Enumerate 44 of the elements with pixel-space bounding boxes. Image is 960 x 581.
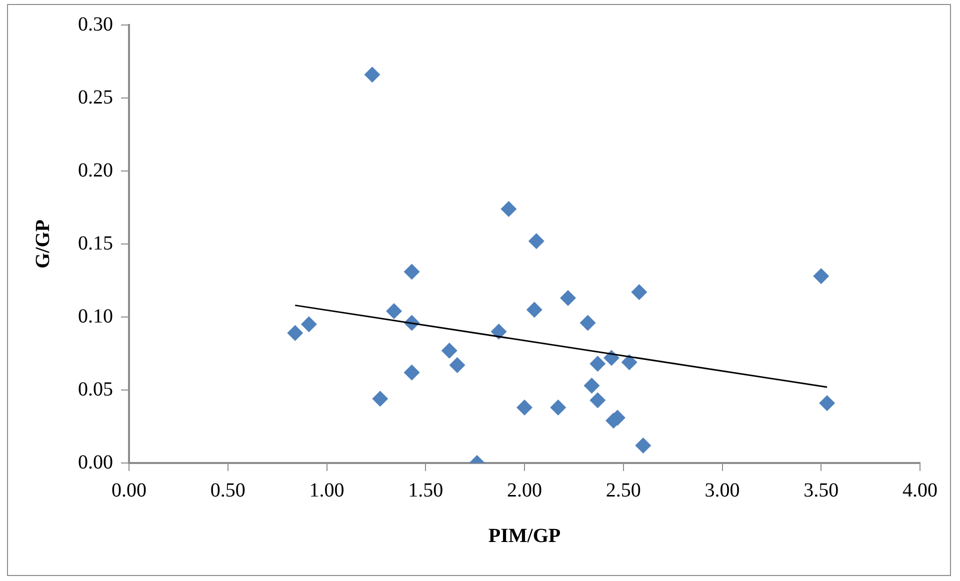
point — [584, 378, 600, 394]
x-tick-label: 3.00 — [704, 479, 740, 502]
point — [364, 66, 380, 83]
y-axis-title: G/GP — [32, 220, 54, 268]
point — [580, 314, 596, 331]
point — [604, 350, 620, 366]
point — [300, 316, 317, 332]
y-tick-label: 0.25 — [78, 86, 113, 108]
y-tick-label: 0.00 — [78, 451, 113, 474]
x-tick-label: 4.00 — [902, 479, 938, 502]
point — [621, 354, 638, 370]
point — [635, 437, 652, 454]
point — [404, 264, 420, 280]
point — [528, 233, 544, 250]
y-tick-label: 0.10 — [78, 305, 113, 328]
point — [516, 400, 532, 416]
point — [813, 268, 830, 284]
x-tick-label: 2.00 — [507, 479, 542, 502]
y-tick-label: 0.15 — [78, 232, 113, 254]
point — [372, 390, 388, 407]
point — [819, 395, 836, 412]
y-tick-label: 0.30 — [78, 13, 113, 36]
point — [590, 356, 606, 372]
x-tick-label: 3.50 — [804, 479, 839, 502]
point — [449, 357, 466, 374]
y-tick-label: 0.05 — [78, 378, 113, 400]
point — [441, 342, 458, 359]
x-tick-label: 2.50 — [606, 479, 641, 502]
x-tick-label: 1.50 — [408, 479, 444, 502]
point — [404, 364, 420, 380]
point — [490, 324, 507, 340]
x-tick-label: 0.50 — [210, 479, 246, 502]
y-tick-label: 0.20 — [78, 159, 113, 182]
point — [526, 302, 542, 318]
point — [550, 400, 566, 416]
x-axis-title: PIM/GP — [488, 525, 561, 548]
point — [631, 284, 648, 300]
point — [590, 392, 606, 408]
point — [500, 200, 517, 217]
x-tick-label: 0.00 — [112, 479, 146, 502]
point — [386, 303, 402, 320]
point — [560, 290, 576, 306]
point — [287, 325, 304, 342]
x-tick-label: 1.00 — [309, 479, 344, 502]
